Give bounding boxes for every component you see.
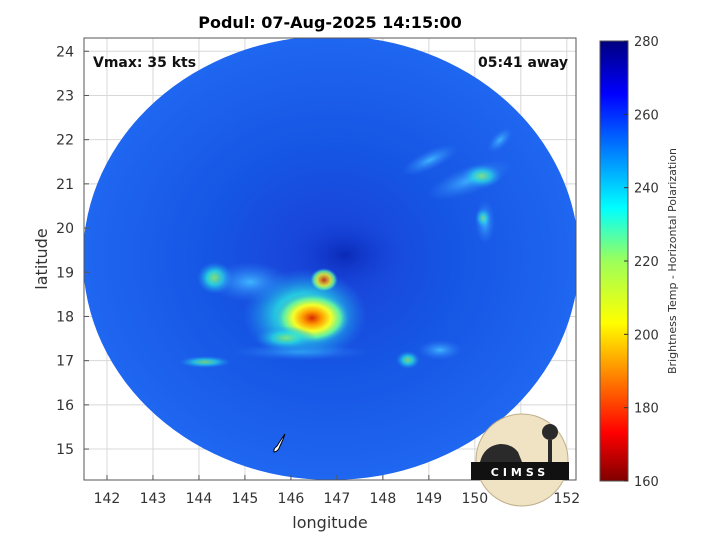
y-tick-label: 22 <box>56 133 74 149</box>
x-tick-label: 143 <box>140 491 167 507</box>
cimss-logo: CIMSS <box>471 413 569 507</box>
rainband <box>402 144 458 176</box>
y-tick-label: 21 <box>56 177 74 193</box>
rainband-cell <box>396 351 420 369</box>
x-tick-label: 144 <box>186 491 213 507</box>
figure-title: Podul: 07-Aug-2025 14:15:00 <box>198 13 461 32</box>
y-axis-ticks: 15 16 17 18 19 20 21 22 23 24 <box>56 44 89 458</box>
y-tick-label: 17 <box>56 354 74 370</box>
y-tick-label: 18 <box>56 309 74 325</box>
x-axis-label: longitude <box>292 513 367 532</box>
y-tick-label: 23 <box>56 88 74 104</box>
rainband-cell <box>462 164 502 188</box>
x-tick-label: 145 <box>232 491 259 507</box>
colorbar: 280 260 240 220 200 180 160 Brightness Temp - … <box>599 35 679 490</box>
x-tick-label: 142 <box>94 491 121 507</box>
x-tick-label: 149 <box>415 491 442 507</box>
x-tick-label: 147 <box>324 491 351 507</box>
time-away-annotation: 05:41 away <box>478 55 568 71</box>
logo-building-icon <box>497 450 513 462</box>
colorbar-ticks: 280 260 240 220 200 180 160 <box>624 35 659 490</box>
y-axis-label: latitude <box>32 228 51 289</box>
rainband-cell <box>475 208 491 228</box>
vmax-annotation: Vmax: 35 kts <box>93 55 196 71</box>
logo-text: CIMSS <box>491 466 549 479</box>
colorbar-tick-label: 220 <box>634 255 659 270</box>
x-tick-label: 148 <box>370 491 397 507</box>
y-tick-label: 24 <box>56 44 74 60</box>
plot-frame <box>83 37 577 481</box>
logo-tower-icon <box>548 440 552 464</box>
colorbar-tick-label: 160 <box>634 475 659 490</box>
y-tick-label: 19 <box>56 265 74 281</box>
colorbar-label: Brightness Temp - Horizontal Polarizatio… <box>666 148 679 374</box>
convective-region <box>256 326 316 350</box>
rainband <box>418 340 462 360</box>
colorbar-tick-label: 200 <box>634 328 659 343</box>
y-tick-label: 15 <box>56 442 74 458</box>
colorbar-tick-label: 260 <box>634 108 659 123</box>
logo-tank-icon <box>542 424 558 440</box>
colorbar-scale <box>599 40 629 482</box>
x-tick-label: 146 <box>278 491 305 507</box>
x-tick-label: 152 <box>553 491 580 507</box>
logo-banner <box>471 462 569 480</box>
colorbar-tick-label: 280 <box>634 35 659 50</box>
y-tick-label: 20 <box>56 221 74 237</box>
island-outline <box>273 433 286 453</box>
microwave-swath <box>84 38 576 480</box>
convective-cell <box>310 268 338 292</box>
x-tick-label: 150 <box>461 491 488 507</box>
rainband <box>487 127 513 153</box>
colorbar-tick-label: 180 <box>634 402 659 417</box>
y-tick-label: 16 <box>56 398 74 414</box>
rainband <box>179 356 231 368</box>
colorbar-tick-label: 240 <box>634 182 659 197</box>
